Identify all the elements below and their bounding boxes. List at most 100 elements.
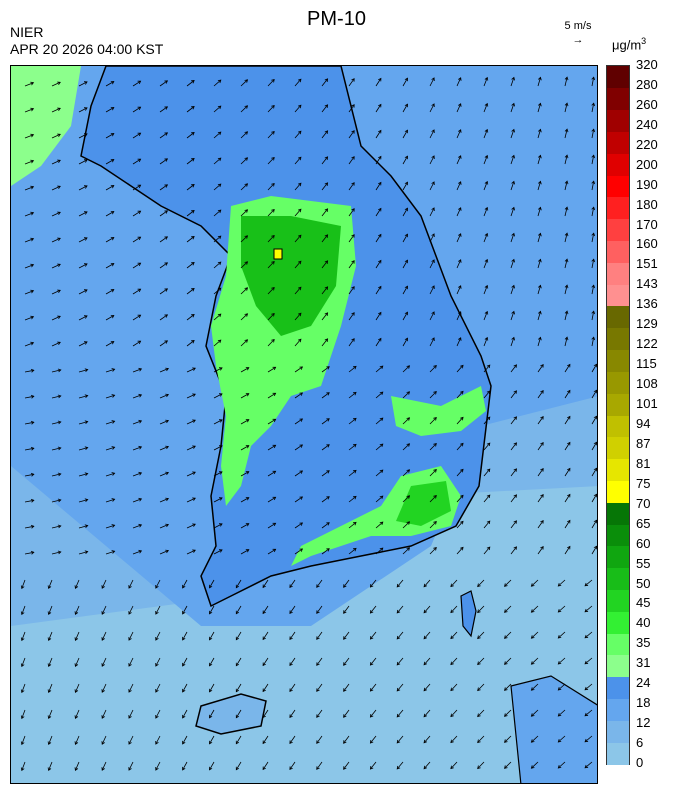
wind-arrow-head (458, 207, 462, 211)
wind-arrow (213, 105, 222, 113)
wind-arrow (537, 103, 541, 113)
wind-arrow-head (484, 206, 489, 211)
wind-arrow (294, 78, 302, 87)
wind-arrow (75, 657, 80, 667)
wind-arrow-head (271, 130, 275, 135)
wind-arrow-head (244, 183, 249, 187)
wind-arrow (531, 579, 539, 587)
wind-arrow-head (137, 132, 142, 137)
wind-arrow (591, 285, 595, 295)
wind-arrow-head (138, 523, 143, 528)
wind-arrow-head (567, 363, 571, 368)
wind-arrow (155, 761, 161, 771)
wind-arrow-head (460, 390, 464, 395)
wind-arrow (483, 390, 491, 399)
wind-arrow (564, 103, 568, 113)
wind-arrow (294, 338, 302, 347)
wind-arrow-head (262, 584, 266, 589)
wind-arrow (584, 657, 593, 665)
wind-arrow (456, 129, 462, 139)
wind-arrow (267, 287, 275, 295)
wind-arrow (456, 521, 464, 529)
wind-arrow (477, 683, 485, 691)
wind-arrow-head (567, 519, 571, 524)
wind-arrow-head (540, 519, 544, 524)
jeju-island (195, 693, 267, 735)
unit-label: μg/m3 (612, 36, 646, 52)
wind-arrow (429, 181, 435, 191)
wind-arrow-head (591, 154, 596, 159)
wind-arrow (456, 495, 464, 503)
wind-arrow (235, 605, 242, 614)
wind-arrow-head (57, 289, 61, 294)
wind-arrow (24, 499, 34, 503)
wind-arrow-head (235, 766, 240, 771)
wind-arrow-head (30, 107, 35, 112)
wind-arrow-head (217, 313, 222, 318)
wind-arrow (456, 469, 464, 477)
wind-arrow (564, 546, 571, 555)
wind-arrow-head (297, 156, 302, 161)
wind-arrow (21, 761, 26, 771)
wind-arrow (321, 470, 330, 477)
wind-arrow-head (182, 662, 186, 667)
wind-arrow-head (84, 446, 89, 450)
wind-arrow-head (557, 712, 562, 717)
wind-arrow-head (20, 585, 25, 590)
wind-arrow-head (235, 584, 240, 589)
wind-arrow-head (564, 336, 569, 341)
pm10-map[interactable] (10, 65, 598, 784)
wind-arrow (159, 420, 169, 425)
wind-arrow-head (378, 259, 382, 264)
legend-swatch (607, 502, 629, 525)
wind-arrow-head (47, 663, 52, 668)
wind-arrow (591, 442, 597, 451)
legend-swatch (607, 545, 629, 569)
wind-arrow-head (74, 611, 79, 616)
wind-arrow (456, 77, 462, 87)
wind-arrow-head (289, 688, 293, 693)
wind-arrow (537, 311, 541, 321)
wind-arrow (348, 338, 355, 347)
wind-arrow-head (30, 472, 35, 477)
wind-arrow (483, 364, 491, 373)
wind-arrow (591, 546, 597, 555)
legend-swatch (607, 131, 629, 154)
map-title: PM-10 (307, 8, 366, 30)
wind-arrow-head (404, 233, 408, 238)
wind-arrow-head (486, 494, 491, 499)
wind-arrow (78, 133, 88, 139)
wind-ref-arrow-icon: → (572, 34, 584, 46)
wind-arrow-head (486, 442, 491, 447)
wind-arrow-head (343, 766, 347, 770)
wind-arrow-head (57, 394, 62, 399)
wind-arrow-head (217, 261, 222, 266)
wind-arrow-head (137, 80, 142, 85)
wind-arrow (321, 104, 328, 113)
wind-arrow-head (458, 77, 462, 81)
wind-arrow-head (74, 689, 79, 694)
wind-arrow-head (244, 157, 249, 161)
wind-arrow-head (396, 583, 401, 588)
wind-arrow (289, 683, 296, 692)
wind-arrow-head (111, 420, 116, 424)
wind-arrow (483, 207, 488, 217)
wind-arrow (423, 735, 431, 744)
wind-arrow (78, 263, 88, 269)
wind-arrow (132, 498, 142, 503)
wind-arrow-head (352, 443, 357, 448)
wind-arrow-head (584, 764, 589, 769)
wind-arrow-head (218, 367, 223, 371)
wind-arrow-head (47, 585, 52, 590)
wind-arrow (584, 683, 593, 691)
wind-arrow (429, 259, 435, 269)
wind-arrow (564, 233, 568, 243)
wind-arrow (375, 365, 384, 373)
wind-arrow (78, 289, 88, 295)
wind-arrow-head (297, 286, 302, 291)
unit-base: μg/m (612, 37, 642, 53)
wind-arrow (396, 761, 404, 770)
wind-arrow (240, 339, 248, 347)
wind-arrow-head (369, 766, 374, 770)
wind-arrow-head (217, 157, 222, 162)
